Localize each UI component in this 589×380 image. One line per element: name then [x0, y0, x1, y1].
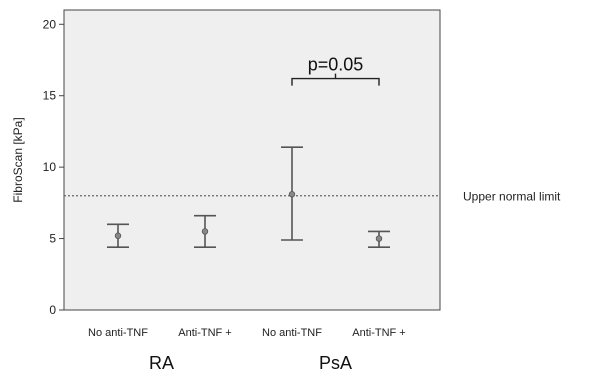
y-tick-label: 5	[49, 232, 56, 246]
error-bar	[107, 223, 129, 248]
y-tick-label: 0	[49, 303, 56, 317]
mean-marker	[114, 232, 122, 239]
y-tick-label: 15	[43, 89, 57, 103]
x-tick-label: No anti-TNF	[88, 327, 148, 339]
mean-marker	[288, 191, 296, 198]
mean-marker	[201, 228, 209, 235]
mean-marker	[375, 235, 383, 242]
error-bar	[281, 146, 303, 241]
x-tick-label: Anti-TNF +	[352, 327, 405, 339]
x-tick-label: Anti-TNF +	[178, 327, 231, 339]
plot-panel	[63, 9, 441, 311]
group-label: PsA	[319, 353, 352, 373]
group-label: RA	[149, 353, 174, 373]
y-axis-title: FibroScan [kPa]	[11, 117, 25, 202]
upper-normal-limit-label: Upper normal limit	[463, 190, 561, 204]
error-bar	[194, 214, 216, 248]
p-value-label: p=0.05	[308, 55, 364, 75]
y-tick-label: 10	[43, 160, 57, 174]
group-labels: RA PsA	[149, 353, 352, 373]
error-bar	[368, 230, 390, 248]
error-bars	[107, 146, 390, 248]
significance-bracket	[291, 73, 380, 86]
x-axis-labels: No anti-TNF Anti-TNF + No anti-TNF Anti-TNF…	[88, 327, 406, 339]
y-axis: 0 5 10 15 20	[43, 17, 64, 317]
x-tick-label: No anti-TNF	[262, 327, 322, 339]
y-tick-label: 20	[43, 17, 57, 31]
